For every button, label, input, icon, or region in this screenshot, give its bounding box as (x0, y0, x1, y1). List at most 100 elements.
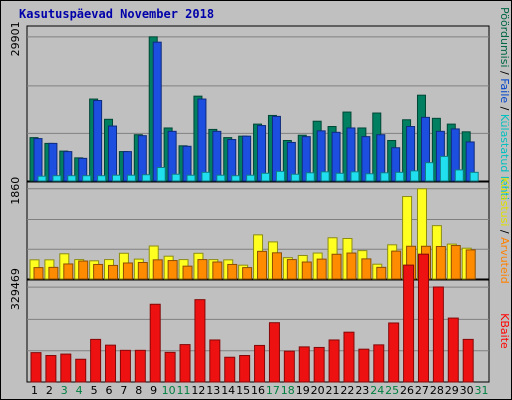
bar-k-lastatud-lehti-day-9 (156, 167, 166, 182)
panel-1-label-part-5: Külastatud lehti (498, 114, 511, 200)
bar-arvuteid-day-3 (63, 263, 74, 280)
bar-arvuteid-day-28 (435, 246, 446, 280)
bar-arvuteid-day-20 (316, 258, 327, 280)
bar-faile-day-15 (242, 135, 252, 182)
bar-k-lastatud-lehti-day-4 (82, 175, 92, 182)
bar-k-lastatud-lehti-day-17 (275, 170, 285, 182)
panel-2-label-part-3: Arvuteid (498, 237, 511, 284)
x-tick-label-day-20: 20 (311, 384, 325, 397)
bar-k-lastatud-lehti-day-1 (37, 175, 47, 182)
bar-k-lastatud-lehti-day-16 (261, 172, 271, 182)
bar-kbaite-day-25 (388, 322, 400, 383)
bar-arvuteid-day-17 (271, 252, 282, 280)
bar-arvuteid-day-5 (93, 263, 104, 280)
bar-kbaite-day-26 (403, 264, 415, 383)
bar-k-lastatud-lehti-day-20 (320, 171, 330, 182)
x-tick-label-day-16: 16 (251, 384, 265, 397)
bar-faile-day-12 (197, 98, 207, 182)
panel-2-label-part-1: Külastusi (498, 177, 511, 226)
x-tick-label-day-10: 10 (162, 384, 176, 397)
bar-k-lastatud-lehti-day-15 (246, 174, 256, 182)
bar-faile-day-10 (167, 130, 177, 182)
panel-2-label-part-2: / (498, 226, 511, 237)
panel-1-label-part-1: Pöördumisi (498, 7, 511, 68)
x-tick-label-day-26: 26 (400, 384, 414, 397)
bar-k-lastatud-lehti-day-21 (335, 172, 345, 182)
bar-k-lastatud-lehti-day-28 (439, 155, 449, 182)
bar-k-lastatud-lehti-day-10 (171, 173, 181, 182)
bar-arvuteid-day-10 (167, 260, 178, 280)
bar-kbaite-day-23 (358, 348, 370, 383)
bar-arvuteid-day-13 (212, 261, 223, 280)
x-tick-label-day-12: 12 (191, 384, 205, 397)
x-tick-label-day-21: 21 (326, 384, 340, 397)
x-tick-label-day-22: 22 (340, 384, 354, 397)
bar-arvuteid-day-16 (257, 250, 268, 280)
bar-kbaite-day-18 (283, 350, 295, 383)
bar-arvuteid-day-22 (346, 252, 357, 280)
bar-k-lastatud-lehti-day-29 (454, 169, 464, 182)
panel-1-label-part-3: Faile (498, 78, 511, 103)
bar-arvuteid-day-30 (465, 249, 476, 280)
bar-arvuteid-day-29 (450, 245, 461, 280)
bar-k-lastatud-lehti-day-14 (231, 175, 241, 182)
bar-arvuteid-day-23 (361, 258, 372, 280)
bar-arvuteid-day-25 (391, 250, 402, 280)
x-tick-label-day-15: 15 (236, 384, 250, 397)
bar-arvuteid-day-2 (48, 266, 59, 280)
bar-kbaite-day-11 (179, 344, 191, 383)
bar-arvuteid-day-24 (376, 266, 387, 280)
bar-k-lastatud-lehti-day-27 (424, 162, 434, 182)
bar-k-lastatud-lehti-day-7 (126, 174, 136, 182)
x-tick-label-day-5: 5 (91, 384, 98, 397)
bar-kbaite-day-15 (239, 355, 251, 383)
x-tick-label-day-28: 28 (430, 384, 444, 397)
x-tick-label-day-8: 8 (135, 384, 142, 397)
x-tick-label-day-13: 13 (206, 384, 220, 397)
bar-arvuteid-day-19 (301, 261, 312, 280)
bar-kbaite-day-27 (417, 253, 429, 383)
bar-kbaite-day-3 (60, 353, 72, 383)
bar-faile-day-9 (152, 41, 162, 182)
bar-faile-day-1 (33, 138, 43, 182)
bar-kbaite-day-4 (75, 358, 87, 383)
panel-2-ymax-label: 1860 (9, 177, 22, 205)
x-tick-label-day-17: 17 (266, 384, 280, 397)
bar-arvuteid-day-7 (122, 262, 133, 280)
bar-arvuteid-day-21 (331, 253, 342, 280)
bar-faile-day-8 (137, 135, 147, 182)
bar-kbaite-day-6 (105, 344, 117, 383)
bar-kbaite-day-7 (119, 349, 131, 383)
bar-k-lastatud-lehti-day-30 (469, 171, 479, 182)
bar-arvuteid-day-14 (227, 263, 238, 280)
bar-k-lastatud-lehti-day-12 (201, 171, 211, 182)
bar-faile-day-16 (257, 125, 267, 182)
x-tick-label-day-7: 7 (120, 384, 127, 397)
bar-kbaite-day-17 (268, 322, 280, 383)
bar-arvuteid-day-15 (242, 267, 253, 280)
x-tick-label-day-29: 29 (445, 384, 459, 397)
bar-arvuteid-day-9 (152, 259, 163, 280)
bar-k-lastatud-lehti-day-23 (365, 173, 375, 182)
x-tick-label-day-27: 27 (415, 384, 429, 397)
bar-arvuteid-day-18 (286, 259, 297, 280)
bar-kbaite-day-5 (90, 338, 102, 383)
bar-k-lastatud-lehti-day-19 (305, 172, 315, 182)
x-tick-label-day-3: 3 (61, 384, 68, 397)
bar-kbaite-day-14 (224, 356, 236, 383)
bar-kbaite-day-20 (313, 346, 325, 383)
bar-kbaite-day-12 (194, 299, 206, 383)
x-tick-label-day-11: 11 (176, 384, 190, 397)
bar-faile-day-5 (93, 99, 103, 182)
chart-title: Kasutuspäevad November 2018 (19, 7, 215, 21)
panel-1-series-label: Pöördumisi / Faile / Külastatud lehti (498, 7, 511, 200)
bar-k-lastatud-lehti-day-24 (380, 172, 390, 182)
bar-faile-day-14 (227, 139, 237, 182)
panel-3-label-part-1: KBaite (498, 313, 511, 349)
bar-kbaite-day-28 (432, 286, 444, 383)
x-tick-label-day-6: 6 (105, 384, 112, 397)
bar-arvuteid-day-12 (197, 259, 208, 280)
panel-1-label-part-4: / (498, 103, 511, 114)
